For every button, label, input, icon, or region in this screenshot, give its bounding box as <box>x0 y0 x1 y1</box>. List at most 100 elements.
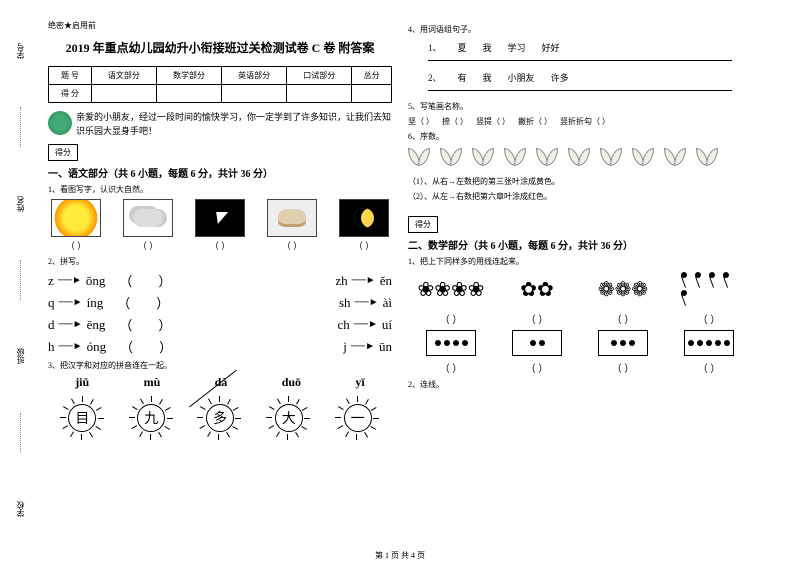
leaf-pair <box>568 148 598 170</box>
th: 语文部分 <box>91 67 156 85</box>
blank[interactable]: （ ） <box>698 360 721 375</box>
th: 口试部分 <box>287 67 352 85</box>
pins-group <box>677 271 741 307</box>
leaf-pair <box>632 148 662 170</box>
stroke-blank[interactable]: 竖折折勾（ ） <box>560 116 610 127</box>
img-lightning: （ ） <box>192 199 248 252</box>
margin-label: 姓名 <box>15 196 26 212</box>
pinyin-right: zh──►ěn <box>335 271 392 290</box>
blank[interactable]: （ ） <box>48 239 104 252</box>
leaf-pair <box>408 148 438 170</box>
score-box: 得分 <box>48 144 78 161</box>
leaf-pair <box>440 148 470 170</box>
dice-2 <box>512 330 562 356</box>
word: 许多 <box>551 71 569 84</box>
flower-group: ❁❁❁ <box>591 271 655 307</box>
dice-5 <box>684 330 734 356</box>
img-bread: （ ） <box>264 199 320 252</box>
img-moon: （ ） <box>336 199 392 252</box>
pinyin: jiǔ <box>75 375 89 390</box>
secret-label: 绝密★启用前 <box>48 20 392 31</box>
leaf-pair <box>504 148 534 170</box>
th: 英语部分 <box>222 67 287 85</box>
word: 2、 <box>428 71 442 84</box>
blank[interactable]: （ ） <box>264 239 320 252</box>
td[interactable] <box>222 85 287 103</box>
pinyin: duō <box>282 375 301 390</box>
answer-line[interactable] <box>428 90 732 91</box>
blank[interactable]: （ ） <box>192 239 248 252</box>
dotted-line <box>20 260 21 300</box>
sentence-2: 2、 有 我 小朋友 许多 <box>428 71 752 84</box>
pinyin-left: z──►ōng（ ） <box>48 271 171 290</box>
pinyin-left: q──►íng（ ） <box>48 293 169 312</box>
score-table: 题 号 语文部分 数学部分 英语部分 口试部分 总分 得 分 <box>48 66 392 103</box>
dice-4 <box>426 330 476 356</box>
blank[interactable]: （ ） <box>440 311 463 326</box>
img-cloud: （ ） <box>120 199 176 252</box>
stroke-row: 坚（ ） 捺（ ） 竖提（ ） 撇折（ ） 竖折折勾（ ） <box>408 116 752 127</box>
word: 夏 <box>458 41 467 54</box>
blank[interactable]: （ ） <box>698 311 721 326</box>
pinyin: mù <box>144 375 161 390</box>
flower-group: ✿✿ <box>505 271 569 307</box>
paren-row: （ ） （ ） （ ） （ ） <box>408 360 752 375</box>
stroke-blank[interactable]: 竖提（ ） <box>476 116 510 127</box>
th: 题 号 <box>49 67 92 85</box>
leaf-row <box>408 148 752 170</box>
intro-content: 亲爱的小朋友，经过一段时间的愉快学习，你一定学到了许多知识，让我们去知识乐园大显… <box>76 111 392 138</box>
sun-character: 多 <box>198 396 242 440</box>
blank[interactable]: （ ） <box>526 311 549 326</box>
pinyin-right: sh──►àì <box>339 293 392 312</box>
td[interactable] <box>287 85 352 103</box>
stroke-blank[interactable]: 撇折（ ） <box>518 116 552 127</box>
pinyin-right: j──►ūn <box>343 337 392 356</box>
dotted-line <box>20 413 21 453</box>
th: 总分 <box>352 67 392 85</box>
td[interactable] <box>156 85 221 103</box>
answer-line[interactable] <box>428 60 732 61</box>
binding-margin: 学号 姓名 班级 学校 <box>5 20 35 540</box>
image-row: （ ） （ ） （ ） （ ） （ ） <box>48 199 392 252</box>
sun-character: 目 <box>60 396 104 440</box>
pinyin-right: ch──►uí <box>338 315 392 334</box>
q5-text: 5、写笔画名称。 <box>408 101 752 112</box>
leaf-pair <box>600 148 630 170</box>
leaf-pair <box>664 148 694 170</box>
dice-3 <box>598 330 648 356</box>
blank[interactable]: （ ） <box>612 311 635 326</box>
blank[interactable]: （ ） <box>120 239 176 252</box>
flower-row: ❀❀❀❀ ✿✿ ❁❁❁ <box>408 271 752 307</box>
q4-text: 4、用词语组句子。 <box>408 24 752 35</box>
flower-group: ❀❀❀❀ <box>419 271 483 307</box>
margin-label: 学号 <box>15 43 26 59</box>
blank[interactable]: （ ） <box>612 360 635 375</box>
margin-label: 学校 <box>15 501 26 517</box>
td[interactable] <box>91 85 156 103</box>
pinyin-row: q──►íng（ ） sh──►àì <box>48 293 392 312</box>
word: 学习 <box>508 41 526 54</box>
q6-1: （1）、从右→左数把的第三张叶涂成黄色。 <box>408 176 752 187</box>
img-sun: （ ） <box>48 199 104 252</box>
blank[interactable]: （ ） <box>526 360 549 375</box>
q6-2: （2）、从左→右数把第六章叶涂成红色。 <box>408 191 752 202</box>
dotted-line <box>20 107 21 147</box>
stroke-blank[interactable]: 捺（ ） <box>442 116 468 127</box>
sun-character: 九 <box>129 396 173 440</box>
page-footer: 第 1 页 共 4 页 <box>0 550 800 561</box>
q1-text: 1、看图写字，认识大自然。 <box>48 184 392 195</box>
blank[interactable]: （ ） <box>336 239 392 252</box>
pinyin-left: d──►ēng（ ） <box>48 315 171 334</box>
blank[interactable]: （ ） <box>440 360 463 375</box>
stroke-blank[interactable]: 坚（ ） <box>408 116 434 127</box>
mascot-icon <box>48 111 72 135</box>
word: 我 <box>483 71 492 84</box>
paren-row: （ ） （ ） （ ） （ ） <box>408 311 752 326</box>
q2-text: 2、拼写。 <box>48 256 392 267</box>
sun-icon <box>51 199 101 237</box>
leaf-pair <box>536 148 566 170</box>
pinyin-grid: z──►ōng（ ） zh──►ěn q──►íng（ ） sh──►àì d──►ēn… <box>48 271 392 356</box>
dice-row <box>408 330 752 356</box>
td[interactable] <box>352 85 392 103</box>
pinyin-row: d──►ēng（ ） ch──►uí <box>48 315 392 334</box>
